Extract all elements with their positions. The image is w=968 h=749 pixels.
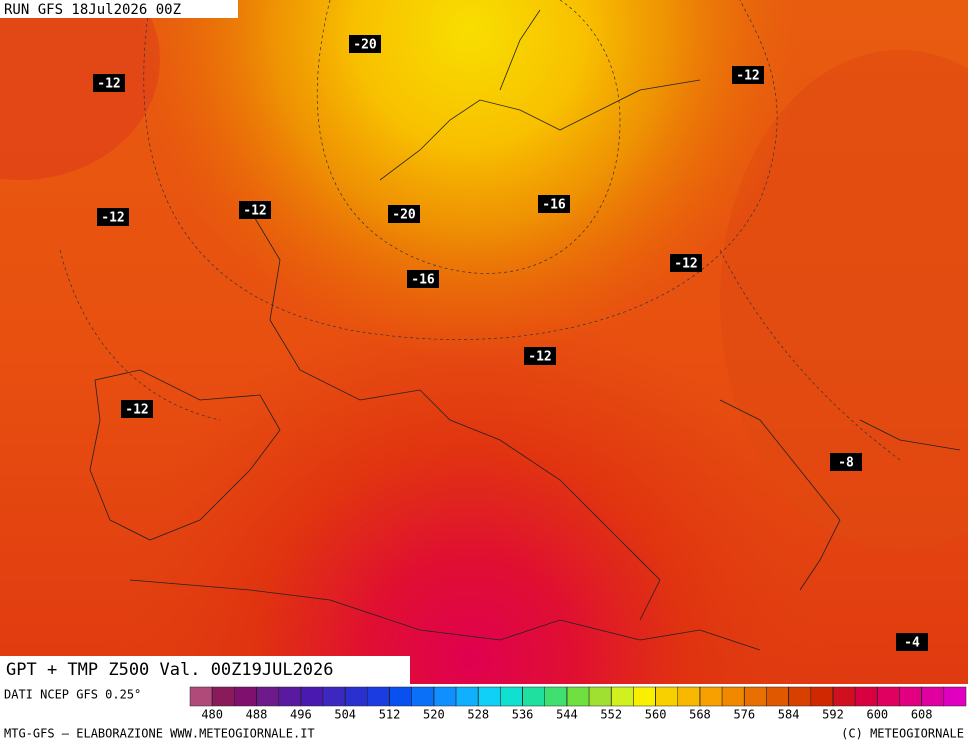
data-source: DATI NCEP GFS 0.25° (4, 688, 141, 702)
tick-label: 496 (290, 708, 312, 722)
label-box (349, 35, 381, 53)
label-box (896, 633, 928, 651)
temperature-labels: -20 -12 -12 -12 -12 -20 -16 -12 -16 -12 -12 -8 -4 (93, 35, 928, 651)
color-swatch (854, 686, 878, 707)
color-swatch (500, 686, 523, 707)
tick-label: 600 (866, 708, 888, 722)
color-swatch (278, 686, 302, 707)
color-swatch (611, 686, 634, 707)
color-swatch (544, 686, 568, 707)
color-swatch (810, 686, 834, 707)
color-swatch (234, 686, 257, 707)
color-swatch (477, 686, 501, 707)
color-swatch (300, 686, 324, 707)
color-swatch (655, 686, 679, 707)
cold-area (0, 0, 968, 684)
tick-label: 512 (379, 708, 401, 722)
temperature-label: -8 (838, 456, 854, 471)
tick-label: 504 (334, 708, 356, 722)
credit-left: MTG-GFS — ELABORAZIONE WWW.METEOGIORNALE… (4, 727, 315, 741)
color-swatch (677, 686, 701, 707)
color-swatch (943, 686, 967, 707)
label-box (388, 205, 420, 223)
color-swatch (455, 686, 479, 707)
color-swatch (877, 686, 900, 707)
color-swatch (766, 686, 789, 707)
credit-right: (C) METEOGIORNALE (841, 727, 964, 741)
temperature-label: -16 (411, 273, 435, 288)
temperature-label: -12 (243, 204, 266, 219)
tick-label: 488 (246, 708, 268, 722)
label-box (93, 74, 125, 92)
map (0, 0, 968, 684)
run-box (0, 0, 238, 18)
temperature-label: -12 (125, 403, 148, 418)
temperature-label: -16 (542, 198, 566, 213)
color-swatch (721, 686, 745, 707)
color-swatch (211, 686, 235, 707)
color-swatch (921, 686, 945, 707)
tick-label: 536 (512, 708, 534, 722)
temperature-label: -12 (674, 257, 697, 272)
label-box (524, 347, 556, 365)
temperature-label: -20 (353, 38, 377, 53)
temperature-label: -12 (528, 350, 551, 365)
tick-label: 584 (778, 708, 800, 722)
label-box (97, 208, 129, 226)
tick-label: 480 (201, 708, 223, 722)
tick-label: 552 (600, 708, 622, 722)
isotherms (59, 0, 901, 461)
label-box (732, 66, 764, 84)
tick-label: 520 (423, 708, 445, 722)
label-box (407, 270, 439, 288)
color-swatch (433, 686, 457, 707)
tick-label: 528 (467, 708, 489, 722)
color-swatch (522, 686, 545, 707)
color-swatch (588, 686, 612, 707)
tick-label: 608 (911, 708, 933, 722)
temperature-label: -12 (736, 69, 759, 84)
title-box (0, 656, 410, 684)
color-swatch (788, 686, 812, 707)
label-box (670, 254, 702, 272)
color-swatch (832, 686, 856, 707)
color-swatch (367, 686, 390, 707)
tick-label: 576 (733, 708, 755, 722)
map-title: GPT + TMP Z500 Val. 00Z19JUL2026 (6, 660, 334, 680)
color-swatch (189, 686, 213, 707)
color-swatch (344, 686, 368, 707)
color-swatch (411, 686, 435, 707)
color-swatch (633, 686, 656, 707)
color-swatch (744, 686, 767, 707)
color-swatch (256, 686, 279, 707)
color-swatch (899, 686, 922, 707)
temperature-label: -4 (904, 636, 920, 651)
temperature-label: -20 (392, 208, 416, 223)
color-swatch (389, 686, 412, 707)
color-swatch (566, 686, 590, 707)
temperature-label: -12 (97, 77, 120, 92)
label-box (830, 453, 862, 471)
colorbar: 480 488 496 504 512 520 528 536 544 552 560 568 576 5… (189, 686, 967, 722)
coastlines (89, 9, 961, 651)
color-swatch (322, 686, 346, 707)
label-box (239, 201, 271, 219)
tick-label: 592 (822, 708, 844, 722)
color-swatch (699, 686, 723, 707)
temperature-label: -12 (101, 211, 124, 226)
tick-label: 568 (689, 708, 711, 722)
label-box (538, 195, 570, 213)
run-label: RUN GFS 18Jul2026 00Z (4, 2, 181, 18)
tick-label: 560 (645, 708, 667, 722)
label-box (121, 400, 153, 418)
tick-label: 544 (556, 708, 578, 722)
